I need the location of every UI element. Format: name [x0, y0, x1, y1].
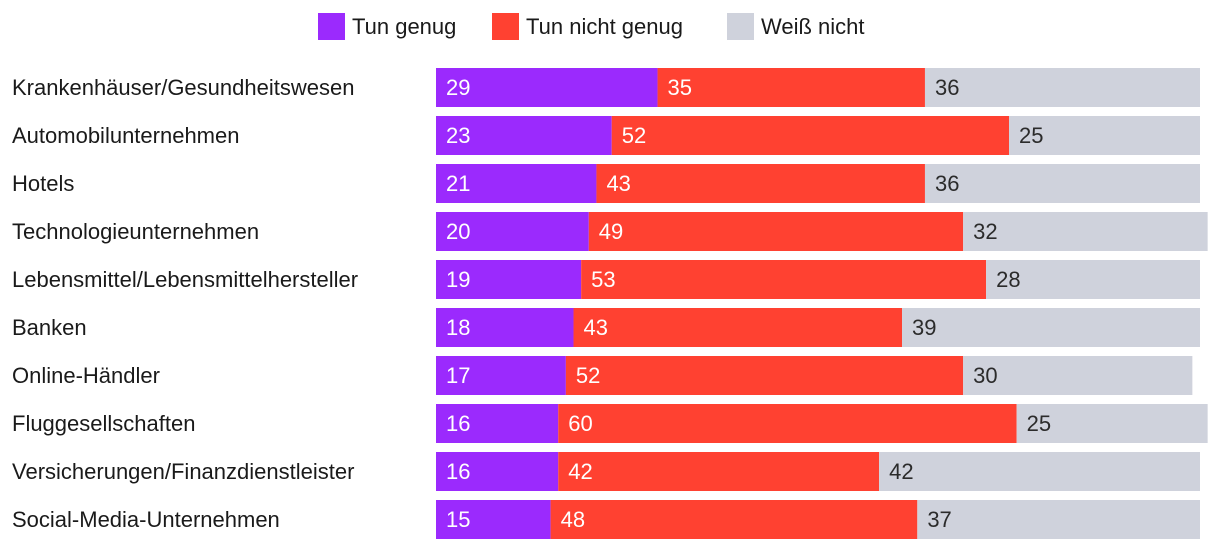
category-label-lebensmittel-lebensmittelhersteller: Lebensmittel/Lebensmittelhersteller: [12, 267, 358, 292]
value-label-weiss-nicht-technologieunternehmen: 32: [973, 219, 997, 244]
bar-weiss-nicht-hotels: [924, 164, 1200, 203]
bar-weiss-nicht-versicherungen-finanzdienstleister: [879, 452, 1200, 491]
value-label-weiss-nicht-fluggesellschaften: 25: [1027, 411, 1051, 436]
legend-swatch-tun-genug: [318, 13, 345, 40]
bar-tun-nicht-genug-versicherungen-finanzdienstleister: [558, 452, 880, 491]
value-label-weiss-nicht-automobilunternehmen: 25: [1019, 123, 1043, 148]
legend: Tun genug Tun nicht genug Weiß nicht: [318, 13, 865, 40]
bar-weiss-nicht-technologieunternehmen: [963, 212, 1208, 251]
bar-weiss-nicht-banken: [902, 308, 1200, 347]
value-label-weiss-nicht-banken: 39: [912, 315, 936, 340]
legend-swatch-weiss-nicht: [727, 13, 754, 40]
bar-weiss-nicht-krankenhaeuser-gesundheitswesen: [924, 68, 1200, 107]
value-label-weiss-nicht-krankenhaeuser-gesundheitswesen: 36: [935, 75, 959, 100]
value-label-tun-nicht-genug-lebensmittel-lebensmittelhersteller: 53: [591, 267, 615, 292]
category-label-krankenhaeuser-gesundheitswesen: Krankenhäuser/Gesundheitswesen: [12, 75, 354, 100]
value-label-tun-genug-versicherungen-finanzdienstleister: 16: [446, 459, 470, 484]
bar-tun-nicht-genug-hotels: [596, 164, 925, 203]
bar-tun-genug-lebensmittel-lebensmittelhersteller: [436, 260, 582, 299]
value-label-weiss-nicht-social-media-unternehmen: 37: [927, 507, 951, 532]
value-label-tun-nicht-genug-fluggesellschaften: 60: [568, 411, 592, 436]
value-label-tun-genug-social-media-unternehmen: 15: [446, 507, 470, 532]
value-label-tun-genug-fluggesellschaften: 16: [446, 411, 470, 436]
bars: 29 35 36 23 52 25 21 43 36 20 49 32 19 53 28 18 43 39 17 52…: [436, 68, 1208, 539]
bar-tun-genug-krankenhaeuser-gesundheitswesen: [436, 68, 658, 107]
value-label-tun-genug-technologieunternehmen: 20: [446, 219, 470, 244]
value-label-tun-genug-banken: 18: [446, 315, 470, 340]
value-label-tun-genug-lebensmittel-lebensmittelhersteller: 19: [446, 267, 470, 292]
bar-tun-nicht-genug-fluggesellschaften: [558, 404, 1017, 443]
category-label-hotels: Hotels: [12, 171, 74, 196]
bar-weiss-nicht-automobilunternehmen: [1009, 116, 1200, 155]
bar-tun-nicht-genug-lebensmittel-lebensmittelhersteller: [581, 260, 987, 299]
bar-tun-genug-versicherungen-finanzdienstleister: [436, 452, 559, 491]
bar-weiss-nicht-social-media-unternehmen: [917, 500, 1200, 539]
legend-swatch-tun-nicht-genug: [492, 13, 519, 40]
value-label-tun-nicht-genug-banken: 43: [584, 315, 608, 340]
value-label-weiss-nicht-lebensmittel-lebensmittelhersteller: 28: [996, 267, 1020, 292]
category-label-versicherungen-finanzdienstleister: Versicherungen/Finanzdienstleister: [12, 459, 354, 484]
bar-tun-nicht-genug-banken: [573, 308, 903, 347]
value-label-tun-genug-hotels: 21: [446, 171, 470, 196]
bar-tun-genug-banken: [436, 308, 574, 347]
value-label-tun-genug-automobilunternehmen: 23: [446, 123, 470, 148]
bar-weiss-nicht-lebensmittel-lebensmittelhersteller: [986, 260, 1200, 299]
value-label-tun-nicht-genug-hotels: 43: [606, 171, 630, 196]
value-label-tun-genug-online-haendler: 17: [446, 363, 470, 388]
bar-weiss-nicht-fluggesellschaften: [1016, 404, 1208, 443]
legend-label-tun-genug: Tun genug: [352, 14, 456, 39]
legend-label-tun-nicht-genug: Tun nicht genug: [526, 14, 683, 39]
bar-tun-genug-fluggesellschaften: [436, 404, 559, 443]
category-label-online-haendler: Online-Händler: [12, 363, 160, 388]
value-label-tun-nicht-genug-automobilunternehmen: 52: [622, 123, 646, 148]
bar-tun-nicht-genug-online-haendler: [565, 356, 964, 395]
bar-weiss-nicht-online-haendler: [963, 356, 1193, 395]
value-label-tun-nicht-genug-versicherungen-finanzdienstleister: 42: [568, 459, 592, 484]
bar-tun-genug-social-media-unternehmen: [436, 500, 551, 539]
value-label-tun-nicht-genug-krankenhaeuser-gesundheitswesen: 35: [668, 75, 692, 100]
category-label-banken: Banken: [12, 315, 87, 340]
bar-tun-nicht-genug-technologieunternehmen: [588, 212, 964, 251]
value-label-weiss-nicht-online-haendler: 30: [973, 363, 997, 388]
legend-label-weiss-nicht: Weiß nicht: [761, 14, 865, 39]
category-label-technologieunternehmen: Technologieunternehmen: [12, 219, 259, 244]
bar-tun-genug-technologieunternehmen: [436, 212, 589, 251]
category-labels: Krankenhäuser/Gesundheitswesen Automobilu…: [12, 75, 358, 532]
value-label-weiss-nicht-versicherungen-finanzdienstleister: 42: [889, 459, 913, 484]
category-label-fluggesellschaften: Fluggesellschaften: [12, 411, 195, 436]
bar-tun-nicht-genug-krankenhaeuser-gesundheitswesen: [657, 68, 925, 107]
bar-tun-genug-online-haendler: [436, 356, 566, 395]
bar-tun-genug-automobilunternehmen: [436, 116, 612, 155]
bar-tun-nicht-genug-social-media-unternehmen: [550, 500, 918, 539]
value-label-tun-nicht-genug-technologieunternehmen: 49: [599, 219, 623, 244]
value-label-tun-nicht-genug-social-media-unternehmen: 48: [561, 507, 585, 532]
bar-tun-nicht-genug-automobilunternehmen: [611, 116, 1009, 155]
category-label-social-media-unternehmen: Social-Media-Unternehmen: [12, 507, 280, 532]
value-label-weiss-nicht-hotels: 36: [935, 171, 959, 196]
value-label-tun-nicht-genug-online-haendler: 52: [576, 363, 600, 388]
bar-tun-genug-hotels: [436, 164, 597, 203]
category-label-automobilunternehmen: Automobilunternehmen: [12, 123, 239, 148]
value-label-tun-genug-krankenhaeuser-gesundheitswesen: 29: [446, 75, 470, 100]
